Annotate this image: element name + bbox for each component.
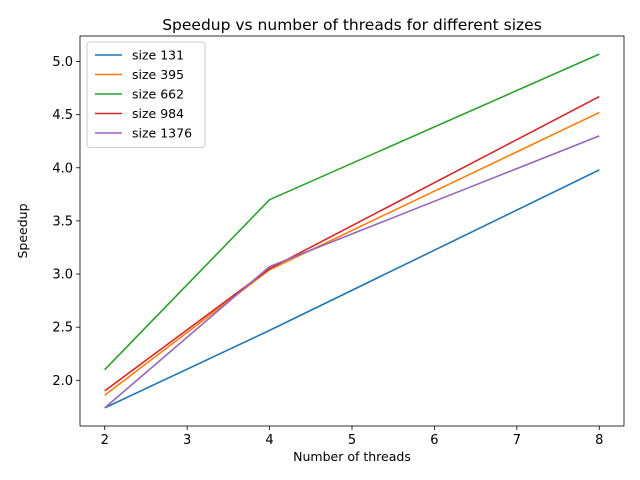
y-tick-label: 4.0 bbox=[52, 161, 73, 176]
x-tick-label: 7 bbox=[513, 433, 521, 448]
x-tick-label: 5 bbox=[348, 433, 356, 448]
series-line-size-131 bbox=[104, 169, 600, 409]
y-axis: 2.0 2.5 3.0 3.5 4.0 4.5 5.0 bbox=[52, 55, 80, 389]
y-tick-label: 4.5 bbox=[52, 108, 73, 123]
series-line-size-395 bbox=[104, 111, 600, 396]
legend-label: size 1376 bbox=[132, 126, 192, 141]
y-tick-label: 5.0 bbox=[52, 55, 73, 70]
legend-box bbox=[86, 41, 206, 148]
y-axis-label: Speedup bbox=[15, 203, 30, 258]
x-tick-label: 6 bbox=[430, 433, 438, 448]
y-tick-label: 2.0 bbox=[52, 374, 73, 389]
series-line-size-662 bbox=[104, 53, 600, 371]
x-tick-label: 8 bbox=[595, 433, 603, 448]
chart-title: Speedup vs number of threads for differe… bbox=[162, 16, 542, 34]
series-line-size-984 bbox=[104, 95, 600, 392]
y-tick-label: 3.0 bbox=[52, 268, 73, 283]
x-axis: 2 3 4 5 6 7 8 bbox=[101, 426, 603, 448]
x-tick-label: 4 bbox=[265, 433, 273, 448]
x-axis-label: Number of threads bbox=[293, 449, 411, 464]
x-tick-label: 2 bbox=[101, 433, 109, 448]
series-line-size-1376 bbox=[104, 135, 600, 409]
legend-label: size 662 bbox=[132, 87, 184, 102]
legend-label: size 131 bbox=[132, 48, 184, 63]
legend-label: size 395 bbox=[132, 67, 184, 82]
legend-label: size 984 bbox=[132, 106, 184, 121]
legend: size 131 size 395 size 662 size 984 size 137… bbox=[86, 41, 206, 148]
x-tick-label: 3 bbox=[183, 433, 191, 448]
series-lines bbox=[104, 53, 600, 409]
y-tick-label: 3.5 bbox=[52, 214, 73, 229]
y-tick-label: 2.5 bbox=[52, 321, 73, 336]
